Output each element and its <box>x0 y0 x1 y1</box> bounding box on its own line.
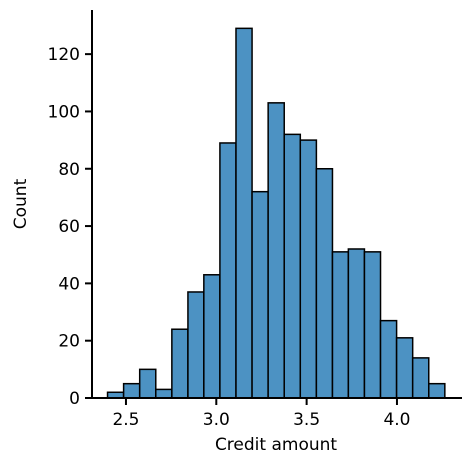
y-tick-label: 120 <box>48 45 80 65</box>
x-tick-label: 4.0 <box>383 410 410 430</box>
histogram-bar <box>155 388 173 399</box>
histogram-bar <box>187 291 205 399</box>
histogram-bar <box>428 382 446 399</box>
x-tick-label: 3.5 <box>293 410 320 430</box>
histogram-bar <box>219 142 237 399</box>
histogram-bar <box>395 337 414 399</box>
histogram-bar <box>251 190 269 399</box>
histogram-bar <box>267 102 285 399</box>
histogram-bar <box>138 368 157 399</box>
y-tick-label: 80 <box>58 160 80 180</box>
histogram-bar <box>203 274 221 399</box>
histogram-bar <box>299 139 318 399</box>
histogram-bar <box>171 328 189 399</box>
histogram-bar <box>315 168 334 399</box>
histogram-bar <box>283 133 302 399</box>
histogram-bar <box>331 251 350 399</box>
histogram-bar <box>411 357 430 399</box>
y-tick-label: 60 <box>58 217 80 237</box>
x-axis-label: Credit amount <box>215 435 337 455</box>
histogram-bar <box>235 27 253 399</box>
y-tick-label: 20 <box>58 332 80 352</box>
histogram-bar <box>347 248 366 399</box>
y-axis-label: Count <box>11 178 31 229</box>
histogram-bar <box>379 319 398 399</box>
y-tick-label: 0 <box>69 389 80 409</box>
histogram-bar <box>363 251 382 399</box>
y-tick-label: 40 <box>58 274 80 294</box>
x-tick-label: 3.0 <box>203 410 230 430</box>
histogram-bar <box>122 382 141 399</box>
x-tick-label: 2.5 <box>112 410 139 430</box>
y-tick-label: 100 <box>48 102 80 122</box>
